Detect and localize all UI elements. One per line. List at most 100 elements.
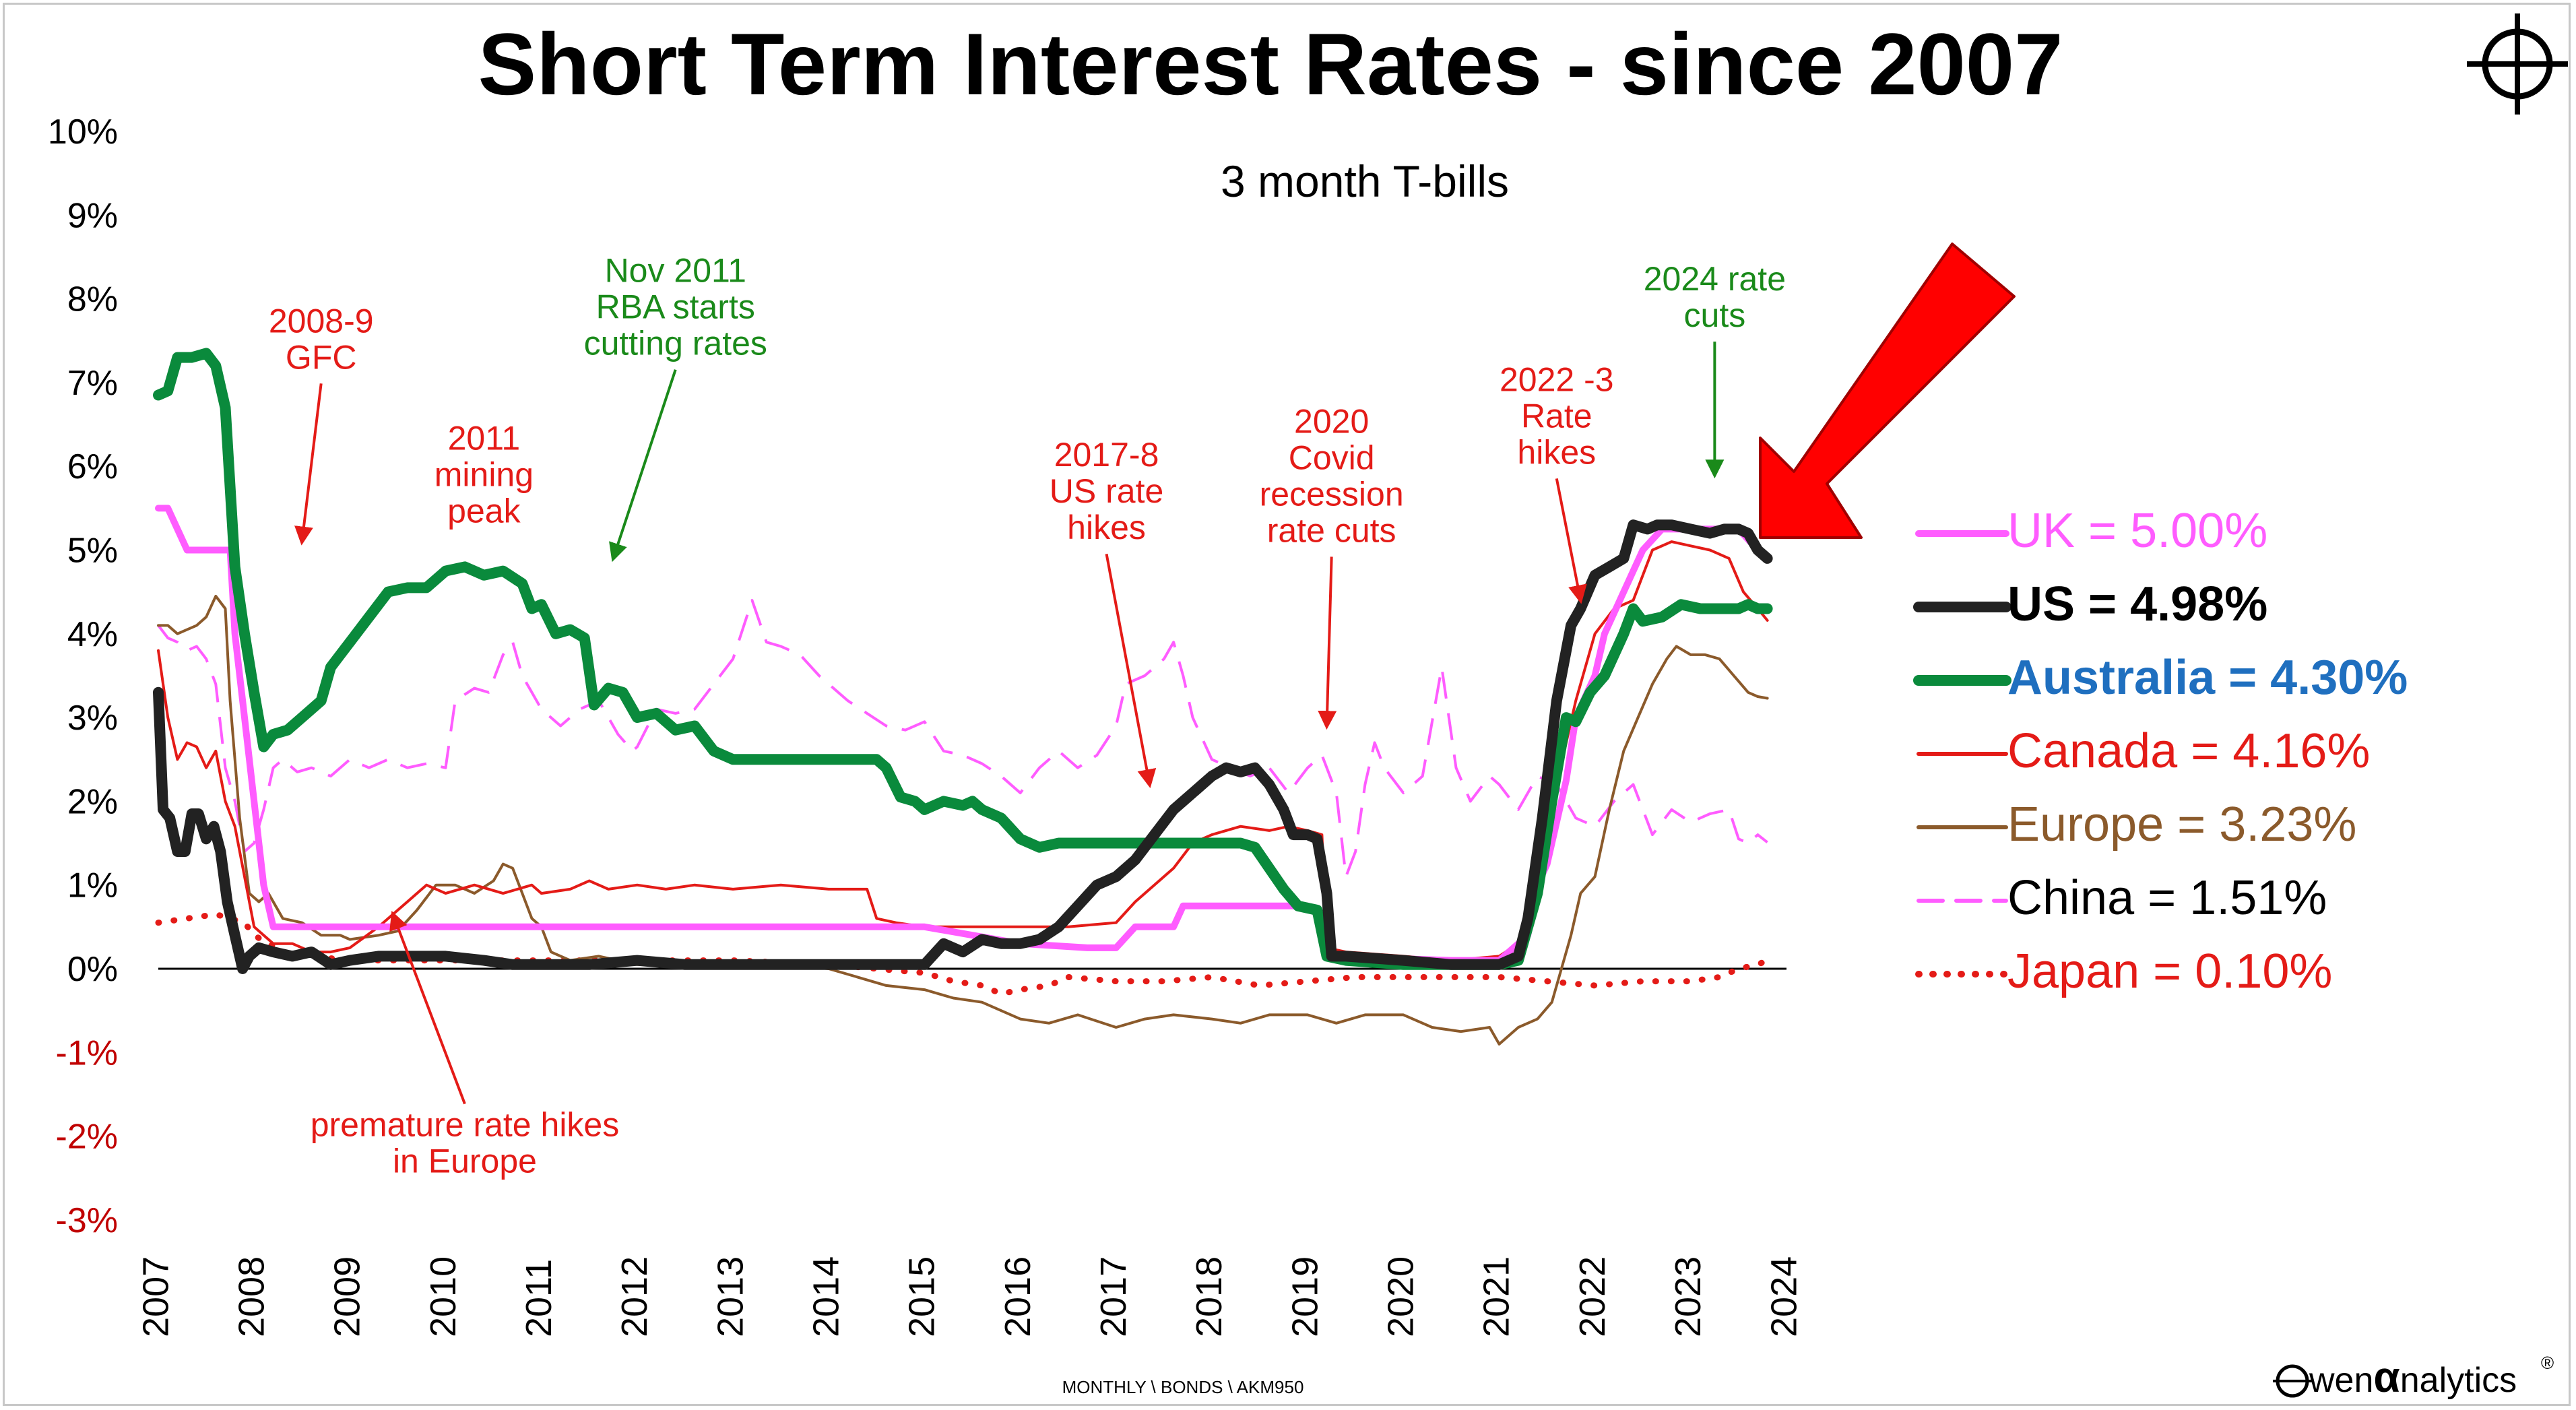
legend-item-australia: Australia = 4.30% bbox=[1913, 651, 2408, 705]
x-axis-ticks: 2007 2008 2009 2010 2011 2012 2013 2014 2015 2016… bbox=[135, 1256, 1804, 1337]
x-tick-label: 2019 bbox=[1285, 1256, 1325, 1337]
y-tick-label: 6% bbox=[67, 447, 118, 486]
annotation-arrow bbox=[609, 369, 677, 563]
x-tick-label: 2012 bbox=[614, 1256, 655, 1337]
y-tick-label: 2% bbox=[67, 782, 118, 821]
y-tick-label: 8% bbox=[67, 280, 118, 319]
chart-subtitle: 3 month T-bills bbox=[1221, 156, 1509, 206]
x-tick-label: 2015 bbox=[902, 1256, 942, 1337]
y-tick-label: 4% bbox=[67, 615, 118, 654]
x-tick-label: 2023 bbox=[1668, 1256, 1708, 1337]
y-tick-label: 9% bbox=[67, 196, 118, 235]
y-tick-label: 0% bbox=[67, 950, 118, 989]
x-tick-label: 2020 bbox=[1381, 1256, 1421, 1337]
y-tick-label: -2% bbox=[56, 1118, 118, 1157]
annotation-text: peak bbox=[447, 492, 521, 530]
x-tick-label: 2021 bbox=[1477, 1256, 1517, 1337]
annotation-text: rate cuts bbox=[1267, 511, 1396, 549]
x-tick-label: 2017 bbox=[1093, 1256, 1134, 1337]
annotation-text: hikes bbox=[1067, 509, 1146, 546]
x-tick-label: 2022 bbox=[1572, 1256, 1613, 1337]
brand-suffix: nalytics bbox=[2400, 1361, 2517, 1400]
y-tick-label: 10% bbox=[48, 113, 118, 152]
legend-label: Japan = 0.10% bbox=[2007, 944, 2332, 998]
y-tick-label: -1% bbox=[56, 1033, 118, 1072]
x-tick-label: 2013 bbox=[710, 1256, 750, 1337]
legend-item-uk: UK = 5.00% bbox=[1915, 504, 2267, 558]
legend-label: Canada = 4.16% bbox=[2007, 724, 2370, 778]
legend-label: China = 1.51% bbox=[2007, 871, 2327, 925]
brand-prefix: wen bbox=[2309, 1361, 2373, 1400]
crosshair-icon bbox=[2467, 13, 2568, 115]
legend-item-us: US = 4.98% bbox=[1913, 577, 2267, 631]
annotation-text: in Europe bbox=[393, 1143, 537, 1180]
x-tick-label: 2011 bbox=[519, 1259, 559, 1337]
legend: UK = 5.00% US = 4.98% Australia = 4.30% Can… bbox=[1913, 504, 2408, 998]
annotation-text: Nov 2011 bbox=[605, 252, 746, 290]
y-axis-ticks: 10% 9% 8% 7% 6% 5% 4% 3% 2% 1% 0% -1% -2% -3% bbox=[48, 113, 118, 1240]
annotation-text: 2024 rate bbox=[1644, 260, 1786, 298]
annotation-text: GFC bbox=[286, 338, 357, 376]
annotation-text: RBA starts bbox=[596, 288, 755, 326]
annotation-arrow bbox=[1105, 553, 1157, 789]
annotation-text: Covid bbox=[1289, 439, 1375, 476]
annotation-arrow bbox=[1318, 556, 1337, 730]
legend-item-japan: Japan = 0.10% bbox=[1915, 944, 2332, 998]
annotation-text: Rate bbox=[1521, 397, 1592, 435]
brand-logo: wenαnalytics ® bbox=[2273, 1353, 2554, 1401]
annotation-text: 2011 bbox=[448, 419, 521, 457]
brand-alpha: α bbox=[2373, 1353, 2400, 1401]
annotation-text: premature rate hikes bbox=[311, 1106, 620, 1144]
annotation-text: cutting rates bbox=[584, 325, 767, 362]
annotation-arrow bbox=[389, 910, 466, 1105]
y-tick-label: 1% bbox=[67, 866, 118, 905]
annotation-text: 2008-9 bbox=[269, 302, 374, 340]
series-line-australia bbox=[153, 348, 1773, 970]
legend-item-china: China = 1.51% bbox=[1917, 871, 2327, 925]
annotation-arrow bbox=[1555, 478, 1587, 604]
legend-label: US = 4.98% bbox=[2007, 577, 2267, 631]
legend-item-canada: Canada = 4.16% bbox=[1917, 724, 2370, 778]
x-tick-label: 2016 bbox=[998, 1256, 1038, 1337]
x-tick-label: 2008 bbox=[231, 1256, 271, 1337]
series-line-uk bbox=[155, 505, 1762, 964]
legend-label: UK = 5.00% bbox=[2007, 504, 2267, 558]
annotation-text: 2022 -3 bbox=[1500, 360, 1614, 398]
svg-text:wenαnalytics: wenαnalytics bbox=[2309, 1353, 2517, 1401]
source-note: MONTHLY \ BONDS \ AKM950 bbox=[1062, 1377, 1304, 1397]
y-tick-label: 3% bbox=[67, 699, 118, 738]
x-tick-label: 2010 bbox=[423, 1256, 463, 1337]
x-tick-label: 2018 bbox=[1189, 1256, 1229, 1337]
annotation-text: cuts bbox=[1684, 296, 1746, 334]
series-line-europe bbox=[157, 594, 1769, 1046]
y-tick-label: 7% bbox=[67, 364, 118, 403]
annotation-arrow bbox=[294, 383, 323, 546]
x-tick-label: 2007 bbox=[135, 1256, 176, 1337]
x-tick-label: 2024 bbox=[1764, 1256, 1804, 1337]
y-tick-label: 5% bbox=[67, 532, 118, 571]
annotation-text: 2020 bbox=[1294, 402, 1369, 440]
annotation-text: mining bbox=[434, 455, 534, 493]
annotation-text: recession bbox=[1260, 475, 1404, 513]
series-line-china bbox=[157, 599, 1768, 878]
legend-label: Australia = 4.30% bbox=[2007, 651, 2408, 705]
x-tick-label: 2009 bbox=[327, 1256, 368, 1337]
annotation-text: hikes bbox=[1517, 433, 1596, 471]
big-red-arrow bbox=[1759, 243, 2016, 539]
annotation-text: US rate bbox=[1050, 472, 1164, 510]
annotation-text: 2017-8 bbox=[1054, 436, 1159, 474]
legend-label: Europe = 3.23% bbox=[2007, 798, 2356, 852]
legend-item-europe: Europe = 3.23% bbox=[1917, 798, 2356, 852]
x-tick-label: 2014 bbox=[806, 1256, 847, 1337]
chart-title: Short Term Interest Rates - since 2007 bbox=[478, 15, 2063, 113]
